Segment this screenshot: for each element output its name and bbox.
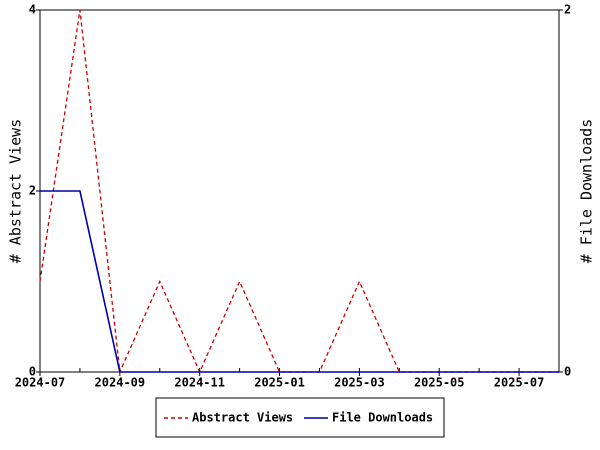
y-tick-label: 4 [29, 3, 36, 17]
x-tick-label: 2024-11 [174, 376, 225, 390]
series-line [39, 9, 559, 375]
x-tick-label: 2024-07 [15, 376, 66, 390]
x-tick-label: 2025-05 [414, 376, 465, 390]
y-tick-label: 2 [29, 184, 36, 198]
x-tick-label: 2025-01 [254, 376, 305, 390]
x-tick-label: 2024-09 [95, 376, 146, 390]
plot-frame [39, 9, 560, 373]
x-tick-label: 2025-03 [334, 376, 385, 390]
legend-label: File Downloads [332, 411, 433, 425]
y2-tick-label: 2 [564, 3, 571, 17]
y-axis-title: # Abstract Views [7, 119, 25, 264]
x-tick-label: 2025-07 [494, 376, 545, 390]
series-line [40, 190, 559, 373]
y2-axis-title: # File Downloads [578, 119, 596, 264]
legend-label: Abstract Views [192, 411, 293, 425]
legend-box [155, 397, 445, 438]
y-tick-label: 0 [29, 365, 36, 379]
y2-tick-label: 0 [564, 365, 571, 379]
